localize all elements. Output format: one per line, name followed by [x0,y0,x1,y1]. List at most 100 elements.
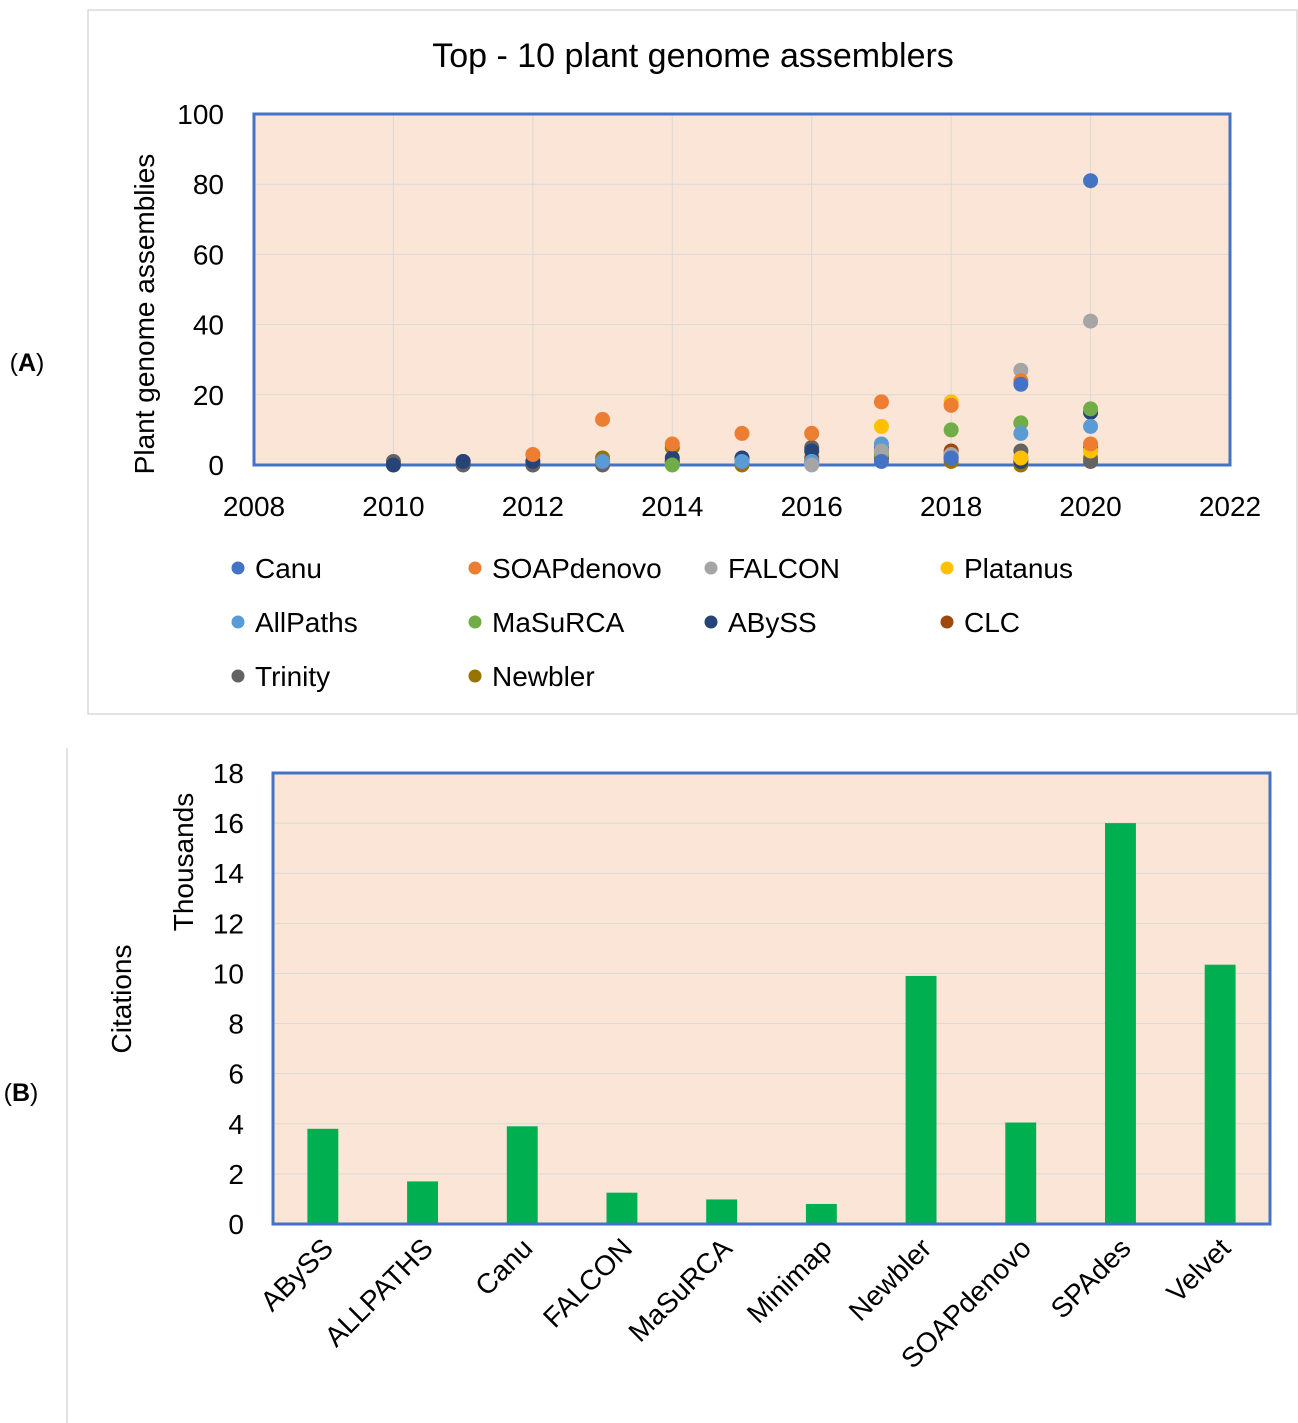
chart-b-x-tick-label: Canu [469,1232,538,1301]
chart-b-plot-area [273,773,1270,1224]
chart-a-legend: Canu SOAPdenovo FALCON Platanus AllPaths MaSu… [231,553,1073,692]
chart-a: Top - 10 plant genome assemblers 0 20 40 60… [129,37,1261,692]
chart-b-bar-falcon [606,1192,638,1224]
chart-b-bar-canu [506,1126,538,1224]
chart-a-legend-label: Platanus [964,553,1073,584]
chart-a-point-masurca [943,422,959,438]
chart-a-legend-label: ABySS [728,607,817,638]
chart-a-legend-marker [468,615,482,629]
chart-a-legend-marker [231,615,245,629]
chart-b-bar-minimap [805,1203,837,1224]
chart-a-point-soapdenovo [1083,436,1099,452]
chart-a-legend-label: SOAPdenovo [492,553,662,584]
chart-a-point-soapdenovo [943,397,959,413]
chart-b-y-tick-label: 4 [228,1109,244,1140]
chart-b-plot-frame [271,771,1272,1226]
chart-a-x-tick-label: 2016 [781,491,843,522]
chart-a-title: Top - 10 plant genome assemblers [432,37,954,75]
chart-b-y-axis-unit: Thousands [168,793,199,932]
chart-b-y-tick-label: 6 [228,1059,244,1090]
chart-a-y-axis-label: Plant genome assemblies [129,154,160,475]
chart-a-legend-marker [468,669,482,683]
chart-a-legend-label: Newbler [492,661,595,692]
chart-b-y-tick-label: 14 [213,858,244,889]
chart-a-point-allpaths [595,453,611,469]
chart-a-y-tick-label: 40 [193,310,224,341]
chart-a-point-soapdenovo [664,436,680,452]
chart-a-point-canu [1013,376,1029,392]
chart-a-y-tick-label: 80 [193,169,224,200]
chart-a-point-canu [1083,173,1099,189]
chart-a-plot-area [254,114,1230,465]
chart-a-x-tick-label: 2008 [223,491,285,522]
chart-a-point-soapdenovo [804,425,820,441]
chart-a-y-axis-ticks: 0 20 40 60 80 100 [177,99,224,481]
chart-a-y-tick-label: 100 [177,99,224,130]
chart-a-x-axis-ticks: 2008 2010 2012 2014 2016 2018 2020 2022 [223,491,1261,522]
chart-b-bars [307,823,1236,1224]
chart-a-point-abyss [455,453,471,469]
chart-a-point-soapdenovo [525,446,541,462]
chart-a-legend-label: CLC [964,607,1020,638]
chart-b-x-tick-label: Newbler [843,1232,938,1327]
chart-a-point-allpaths [1083,418,1099,434]
chart-a-x-tick-label: 2012 [502,491,564,522]
chart-b-bar-abyss [307,1128,339,1224]
chart-b-x-tick-label: ABySS [254,1232,339,1317]
chart-a-point-soapdenovo [873,394,889,410]
chart-b-x-tick-label: ALLPATHS [319,1232,439,1352]
panel-b-label: (B) [4,1079,39,1107]
chart-a-point-abyss [385,457,401,473]
chart-b-x-tick-label: MaSuRCA [622,1232,738,1348]
chart-a-data-points [385,173,1099,473]
chart-b-bar-spades [1104,823,1136,1224]
chart-b-bar-soapdenovo [1005,1122,1037,1224]
chart-a-point-falcon [804,457,820,473]
chart-a-legend-label: FALCON [728,553,840,584]
chart-a-x-tick-label: 2020 [1059,491,1121,522]
chart-a-legend-marker [468,561,482,575]
chart-a-point-masurca [664,457,680,473]
chart-b-y-axis-label: Citations [106,945,137,1054]
chart-a-legend-marker [704,615,718,629]
chart-a-point-abyss [804,443,820,459]
chart-b-bar-velvet [1204,964,1236,1224]
chart-a-legend-label: MaSuRCA [492,607,625,638]
chart-a-x-tick-label: 2022 [1199,491,1261,522]
chart-b-y-tick-label: 18 [213,758,244,789]
chart-a-point-canu [943,450,959,466]
chart-a-point-allpaths [1013,425,1029,441]
chart-a-legend-marker [704,561,718,575]
chart-a-point-masurca [1013,415,1029,431]
chart-a-point-trinity [1083,453,1099,469]
chart-a-legend-label: AllPaths [255,607,358,638]
chart-a-y-tick-label: 60 [193,239,224,270]
chart-a-x-tick-label: 2014 [641,491,703,522]
chart-a-y-tick-label: 20 [193,380,224,411]
chart-a-legend-label: Canu [255,553,322,584]
chart-a-point-canu [873,453,889,469]
chart-b-y-axis-ticks: 0 2 4 6 8 10 12 14 16 18 [213,758,244,1240]
chart-a-legend-marker [940,561,954,575]
chart-b-y-tick-label: 10 [213,958,244,989]
chart-a-legend-label: Trinity [255,661,330,692]
chart-a-y-tick-label: 0 [208,450,224,481]
chart-a-x-tick-label: 2018 [920,491,982,522]
chart-a-legend-marker [940,615,954,629]
chart-a-legend-marker [231,561,245,575]
chart-a-point-allpaths [734,453,750,469]
chart-a-point-falcon [873,443,889,459]
chart-b-y-tick-label: 8 [228,1009,244,1040]
chart-a-point-platanus [873,418,889,434]
chart-a-point-falcon [1013,362,1029,378]
chart-b-x-tick-label: Minimap [741,1232,838,1329]
chart-b-bar-allpaths [407,1181,439,1224]
chart-b-bar-newbler [905,975,937,1224]
chart-a-point-platanus [1013,450,1029,466]
chart-b-y-tick-label: 0 [228,1209,244,1240]
chart-b-x-tick-label: FALCON [537,1232,638,1333]
panel-a-label: (A) [10,349,45,377]
